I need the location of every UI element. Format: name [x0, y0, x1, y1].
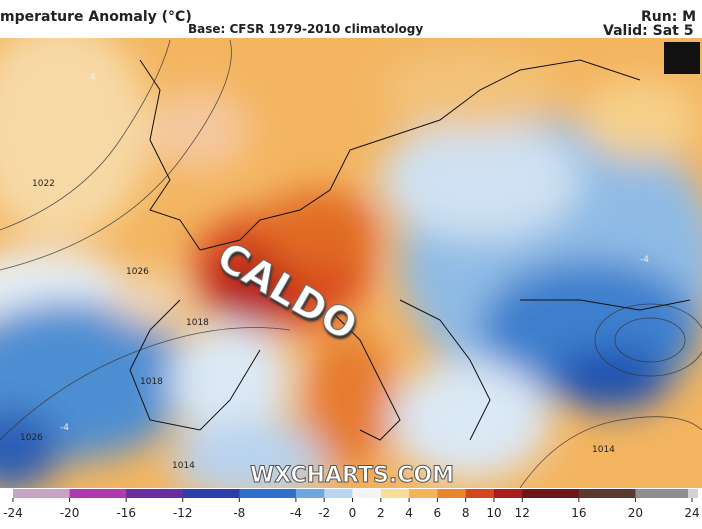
colorbar-label: 16 [571, 506, 586, 520]
colorbar-segment [352, 489, 382, 498]
colorbar-label: 2 [377, 506, 385, 520]
map-title: mperature Anomaly (°C) [0, 9, 192, 25]
colorbar-label: -12 [173, 506, 193, 520]
colorbar-segment [635, 489, 693, 498]
isobar-label: 1022 [32, 179, 55, 189]
contour-label: -4 [640, 255, 649, 265]
map-subtitle: Base: CFSR 1979-2010 climatology [188, 22, 423, 36]
colorbar-segment [182, 489, 240, 498]
run-label: Run: M [641, 9, 696, 25]
colorbar-segment [126, 489, 184, 498]
map-field: 1022 1026 1018 1018 1026 1014 1014 4 -4 … [0, 38, 702, 488]
colorbar-segment [522, 489, 580, 498]
colorbar-label: -20 [60, 506, 80, 520]
colorbar-label: 0 [349, 506, 357, 520]
colorbar-segment [13, 489, 71, 498]
colorbar-segment [578, 489, 636, 498]
isobar-label: 1026 [126, 267, 149, 277]
colorbar-segment [493, 489, 523, 498]
colorbar-segment [69, 489, 127, 498]
contour-label: 4 [90, 73, 96, 83]
isobar-label: 1018 [186, 318, 209, 328]
colorbar-segment [295, 489, 325, 498]
watermark: WXCHARTS.COM [250, 463, 454, 488]
colorbar-segment [409, 489, 438, 498]
contour-label: -4 [60, 423, 69, 433]
isobar-label: 1018 [140, 377, 163, 387]
colorbar-label: -24 [3, 506, 23, 520]
colorbar-label: 24 [684, 506, 699, 520]
colorbar-label: 20 [628, 506, 643, 520]
valid-label: Valid: Sat 5 [603, 23, 693, 39]
colorbar: -24 -20 -16 -12 -8 -4 -2 0 2 4 6 8 10 12 16 20 24 [3, 489, 700, 520]
colorbar-segment [239, 489, 297, 498]
isobar-label: 1014 [592, 445, 615, 455]
colorbar-label: -8 [233, 506, 245, 520]
colorbar-label: 8 [462, 506, 470, 520]
colorbar-label: 10 [486, 506, 501, 520]
colorbar-label: -2 [318, 506, 330, 520]
colorbar-segment [688, 489, 698, 498]
isobar-label: 1014 [172, 461, 195, 471]
colorbar-segment [380, 489, 410, 498]
colorbar-label: -16 [116, 506, 136, 520]
colorbar-segment [324, 489, 353, 498]
colorbar-label: 6 [434, 506, 442, 520]
isobar-label: 1026 [20, 433, 43, 443]
colorbar-segment [437, 489, 467, 498]
colorbar-label: -4 [290, 506, 302, 520]
colorbar-segment [465, 489, 495, 498]
colorbar-label: 12 [515, 506, 530, 520]
colorbar-label: 4 [405, 506, 413, 520]
